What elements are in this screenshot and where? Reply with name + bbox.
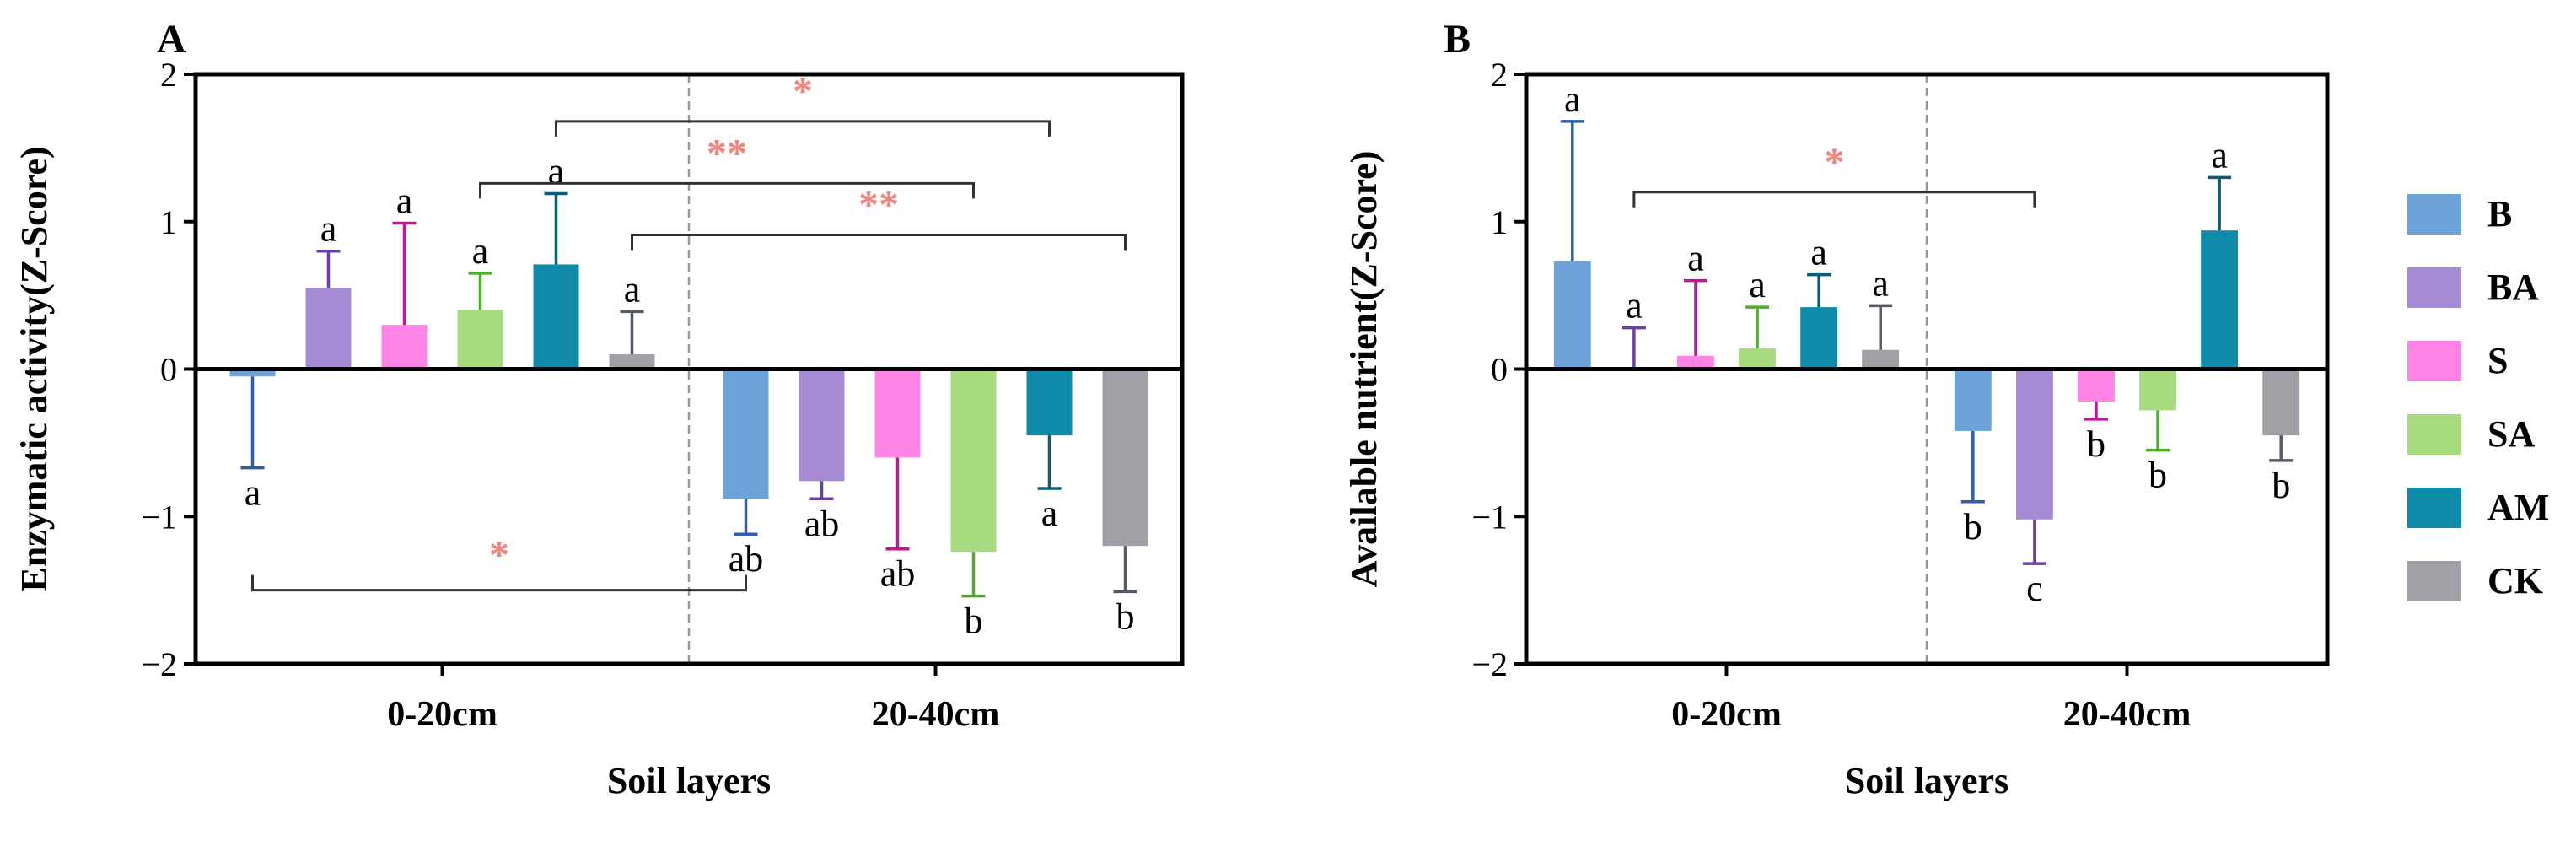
significance-star: * bbox=[1824, 140, 1844, 185]
y-tick-label: −2 bbox=[1471, 645, 1508, 683]
legend-swatch-B bbox=[2407, 194, 2461, 235]
bar-AM-0-20cm bbox=[533, 264, 579, 369]
legend-swatch-SA bbox=[2407, 414, 2461, 455]
x-axis-label: Soil layers bbox=[607, 760, 771, 801]
significance-letter: a bbox=[1749, 264, 1766, 305]
significance-letter: a bbox=[1564, 78, 1581, 120]
significance-star: ** bbox=[707, 131, 747, 175]
significance-bracket bbox=[479, 181, 975, 199]
bar-BA-20-40cm bbox=[2015, 369, 2053, 520]
significance-star: * bbox=[489, 533, 509, 578]
significance-star: ** bbox=[858, 182, 899, 227]
legend-label: BA bbox=[2487, 267, 2539, 308]
significance-letter: a bbox=[320, 208, 337, 250]
legend-label: B bbox=[2487, 193, 2512, 235]
bar-B-0-20cm bbox=[1553, 261, 1591, 369]
bar-B-20-40cm bbox=[723, 369, 769, 499]
y-tick-label: 0 bbox=[160, 351, 177, 389]
bar-CK-20-40cm bbox=[2262, 369, 2300, 436]
legend-swatch-S bbox=[2407, 341, 2461, 381]
bar-SA-0-20cm bbox=[457, 310, 503, 369]
y-tick-label: −1 bbox=[1471, 498, 1508, 536]
legend: B BA S SA AM CK bbox=[2407, 193, 2549, 601]
y-axis-label: Available nutrient(Z-Score) bbox=[1343, 151, 1385, 588]
significance-letter: a bbox=[624, 268, 641, 310]
significance-letter: a bbox=[1810, 232, 1827, 273]
plot-frame bbox=[193, 72, 1185, 666]
significance-letter: b bbox=[1116, 596, 1135, 637]
significance-bracket bbox=[555, 120, 1051, 137]
bar-B-0-20cm bbox=[229, 369, 276, 377]
chart-panel-B: B Available nutrient(Z-Score) Soil layers −… bbox=[1343, 17, 2330, 801]
legend-label: CK bbox=[2487, 560, 2543, 601]
bar-B-20-40cm bbox=[1954, 369, 1992, 431]
category-label: 20-40cm bbox=[2063, 695, 2191, 734]
significance-bracket bbox=[251, 574, 747, 592]
significance-letter: ab bbox=[804, 503, 840, 544]
bar-SA-0-20cm bbox=[1739, 348, 1776, 369]
bar-AM-0-20cm bbox=[1800, 307, 1838, 369]
significance-letter: b bbox=[2087, 423, 2105, 465]
significance-letter: a bbox=[1626, 285, 1643, 326]
bar-S-0-20cm bbox=[1677, 355, 1714, 369]
significance-letter: b bbox=[1964, 506, 1982, 547]
category-label: 0-20cm bbox=[387, 695, 497, 734]
significance-letter: a bbox=[548, 151, 565, 192]
significance-letter: a bbox=[2211, 134, 2228, 175]
significance-letter: b bbox=[965, 601, 983, 642]
significance-bracket bbox=[1632, 191, 2036, 208]
chart-panel-A: A Enzymatic activity(Z-Score) Soil layers −… bbox=[13, 17, 1185, 801]
bar-CK-20-40cm bbox=[1102, 369, 1148, 547]
y-axis-label: Enzymatic activity(Z-Score) bbox=[13, 146, 55, 591]
significance-letter: a bbox=[245, 472, 261, 514]
y-tick-label: −2 bbox=[141, 645, 177, 683]
bar-S-0-20cm bbox=[381, 325, 428, 369]
significance-letter: a bbox=[1041, 493, 1058, 534]
bar-AM-20-40cm bbox=[2201, 230, 2239, 369]
significance-letter: a bbox=[1687, 238, 1704, 279]
bar-S-20-40cm bbox=[874, 369, 921, 458]
bar-S-20-40cm bbox=[2078, 369, 2115, 402]
significance-letter: ab bbox=[880, 553, 916, 595]
panel-letter: B bbox=[1444, 17, 1471, 62]
bar-CK-0-20cm bbox=[1862, 349, 1900, 369]
bar-BA-20-40cm bbox=[799, 369, 845, 482]
significance-star: * bbox=[793, 69, 813, 114]
significance-letter: b bbox=[2148, 455, 2167, 496]
significance-letter: a bbox=[472, 230, 489, 272]
significance-letter: c bbox=[2026, 568, 2043, 609]
y-tick-label: 2 bbox=[160, 56, 177, 94]
y-tick-label: −1 bbox=[141, 498, 177, 536]
y-tick-label: 0 bbox=[1491, 351, 1508, 389]
bar-SA-20-40cm bbox=[950, 369, 997, 553]
bar-BA-0-20cm bbox=[305, 288, 352, 369]
significance-bracket bbox=[631, 233, 1127, 251]
y-tick-label: 1 bbox=[1491, 203, 1508, 241]
legend-swatch-CK bbox=[2407, 561, 2461, 601]
x-axis-label: Soil layers bbox=[1845, 760, 2009, 801]
bar-CK-0-20cm bbox=[609, 354, 655, 369]
legend-label: S bbox=[2487, 340, 2508, 381]
category-label: 20-40cm bbox=[872, 695, 1000, 734]
legend-label: SA bbox=[2487, 413, 2535, 455]
significance-letter: a bbox=[1872, 262, 1889, 304]
legend-label: AM bbox=[2487, 487, 2549, 528]
plot-frame bbox=[1524, 72, 2330, 666]
significance-letter: a bbox=[396, 180, 413, 221]
category-label: 0-20cm bbox=[1671, 695, 1782, 734]
y-tick-label: 2 bbox=[1491, 56, 1508, 94]
legend-swatch-BA bbox=[2407, 267, 2461, 308]
significance-letter: ab bbox=[729, 538, 764, 580]
significance-letter: b bbox=[2272, 465, 2290, 506]
bar-AM-20-40cm bbox=[1026, 369, 1073, 436]
bar-SA-20-40cm bbox=[2139, 369, 2176, 411]
panel-letter: A bbox=[157, 17, 186, 62]
legend-swatch-AM bbox=[2407, 488, 2461, 528]
y-tick-label: 1 bbox=[160, 203, 177, 241]
